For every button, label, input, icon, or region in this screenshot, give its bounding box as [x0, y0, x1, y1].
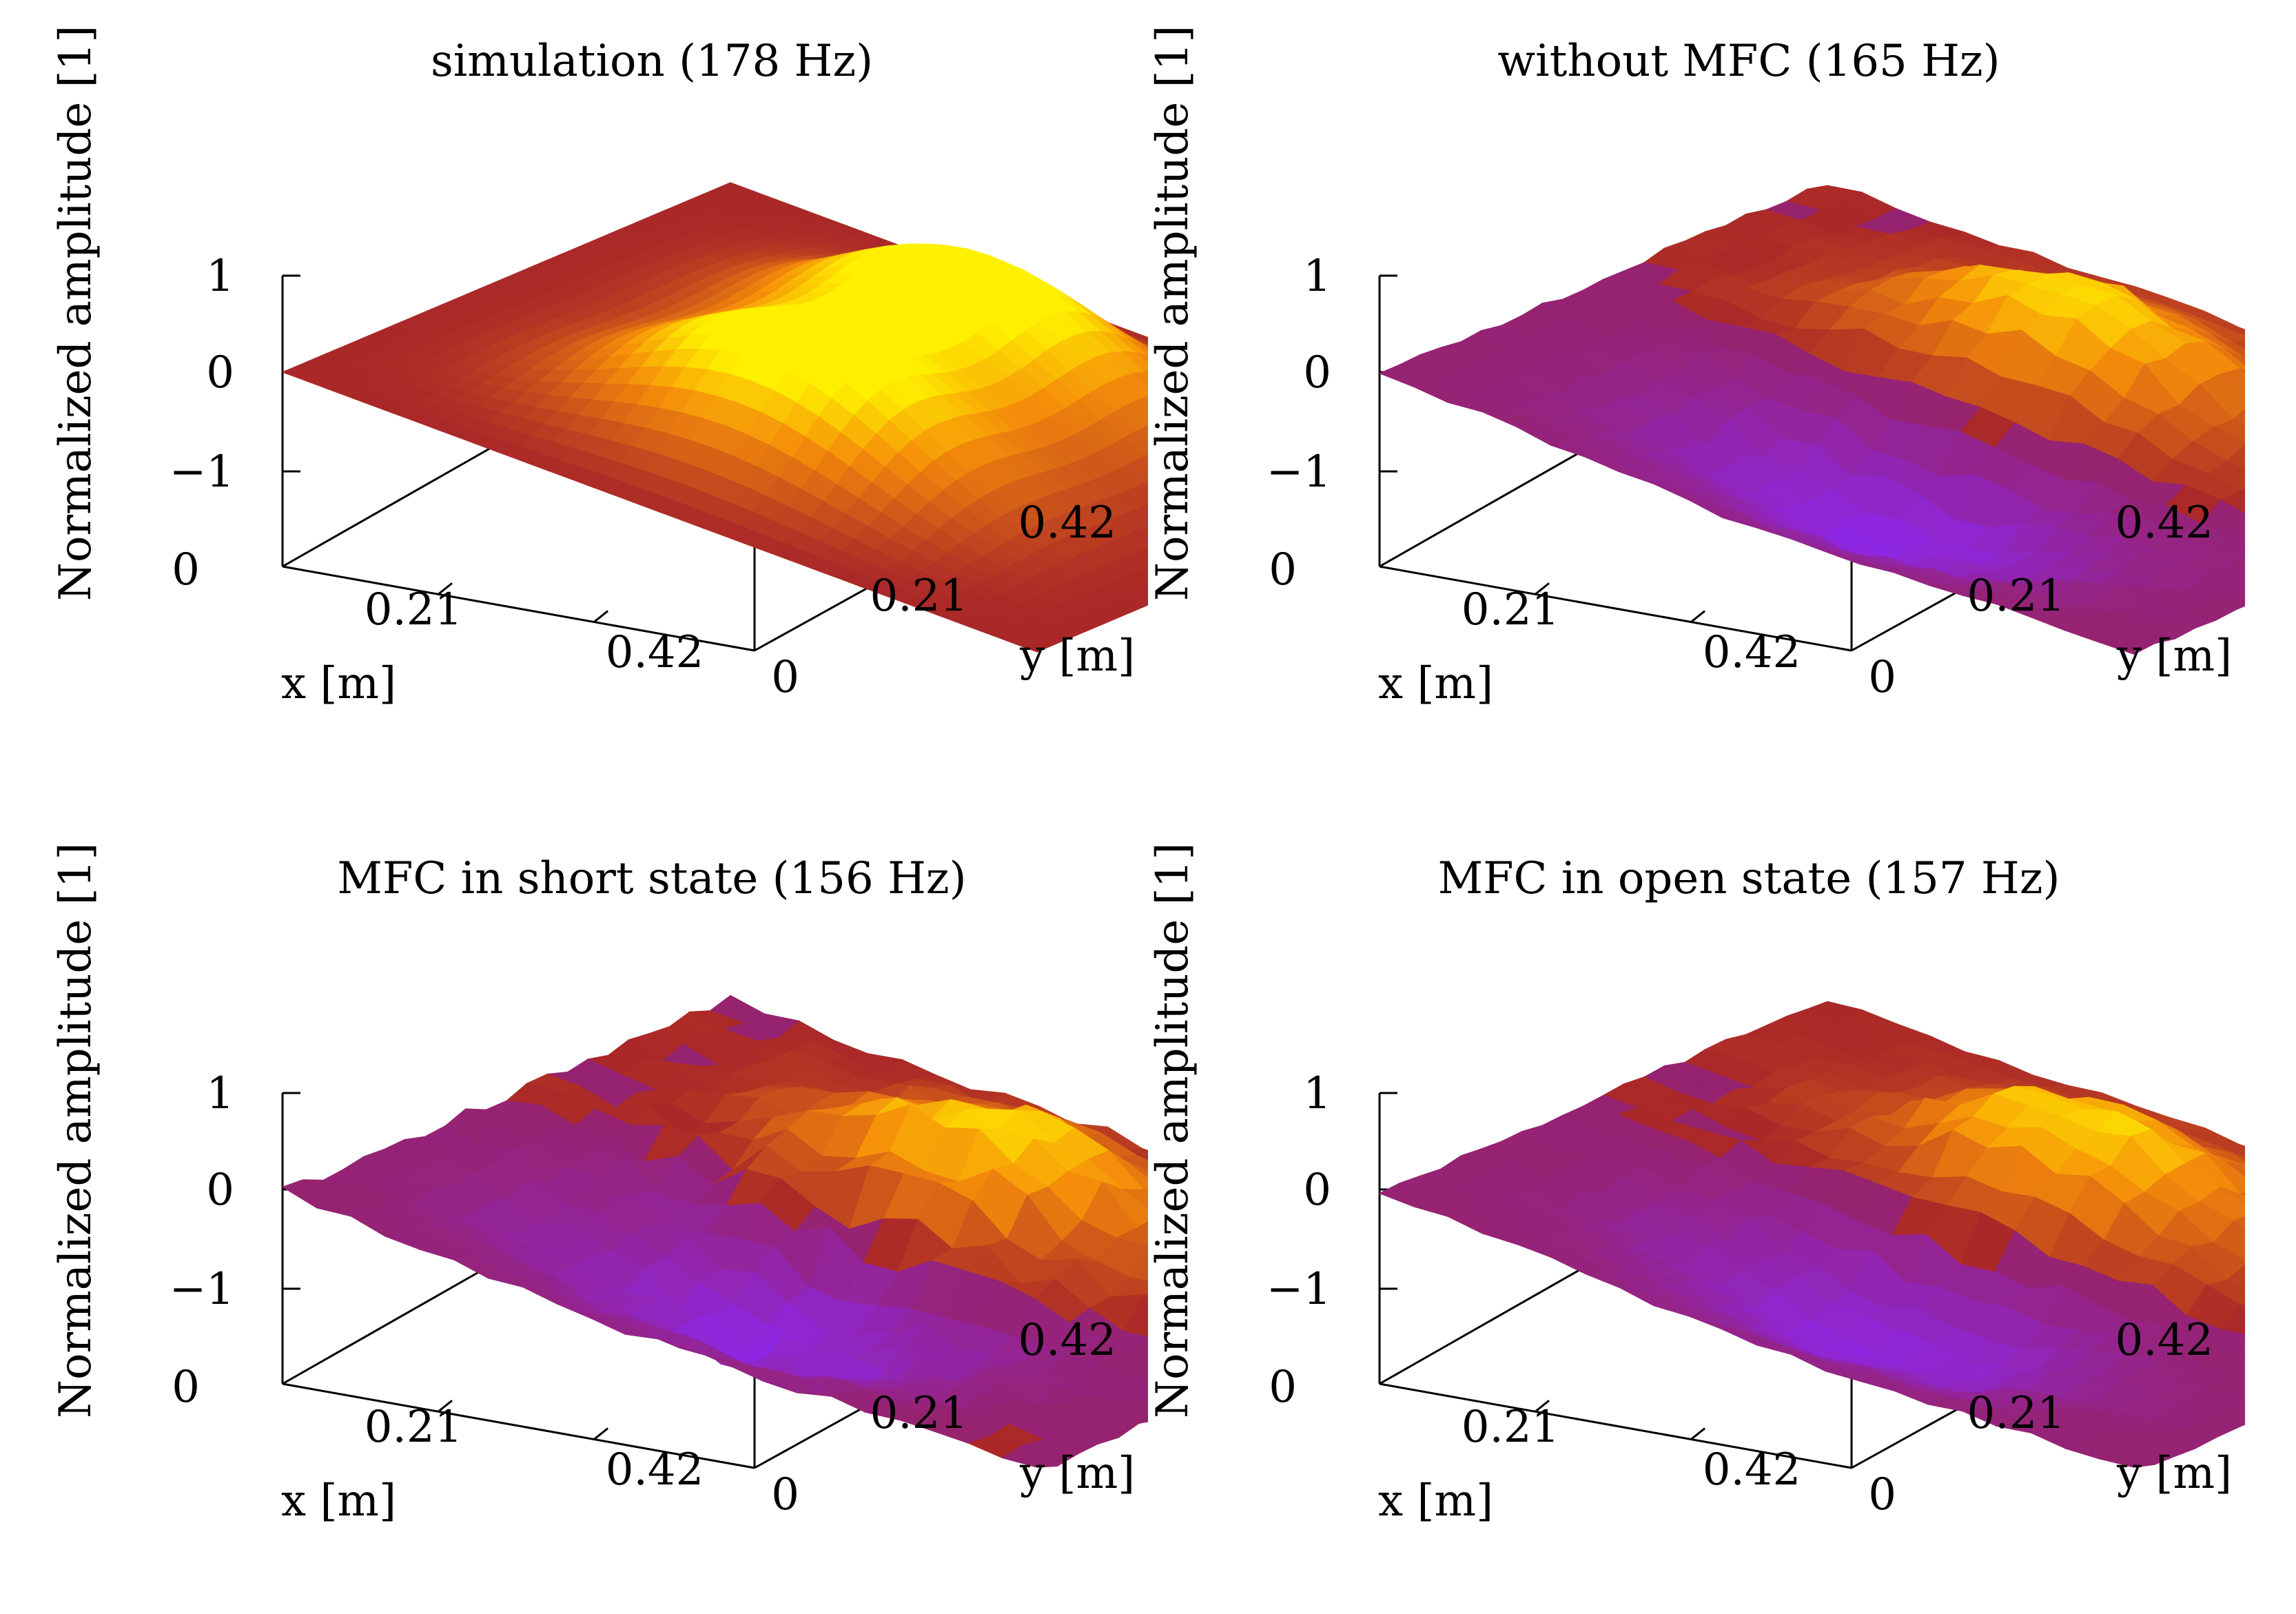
z-tick-label: 0	[206, 1165, 234, 1216]
x-tick-mark	[594, 611, 608, 622]
corner-tick-label: 0	[172, 544, 200, 595]
x-tick-label: 0.42	[606, 1444, 704, 1495]
x-tick-label: 0.21	[1462, 584, 1560, 635]
z-tick-label: 0	[206, 347, 234, 398]
x-tick-label: 0.21	[365, 1402, 463, 1453]
corner-tick-label: 0	[1269, 544, 1297, 595]
surface	[1380, 1001, 2245, 1467]
surface	[283, 183, 1148, 652]
z-tick-label: 1	[1303, 251, 1331, 302]
z-tick-label: 1	[206, 251, 234, 302]
x-tick-label: 0.42	[1703, 627, 1801, 678]
x-tick-mark	[1691, 1429, 1705, 1440]
y-tick-label: 0.42	[2115, 498, 2214, 549]
y-tick-label: 0	[771, 652, 799, 703]
z-tick-label: 0	[1303, 1165, 1331, 1216]
corner-tick-label: 0	[172, 1362, 200, 1413]
chart-panel: simulation (178 Hz)Normalized amplitude …	[0, 0, 1148, 797]
z-tick-label: −1	[1267, 447, 1331, 498]
y-tick-label: 0	[1868, 1469, 1896, 1520]
x-tick-mark	[1691, 611, 1705, 622]
z-tick-label: −1	[1267, 1264, 1331, 1315]
y-tick-label: 0.42	[2115, 1315, 2214, 1366]
y-tick-label: 0.21	[1967, 571, 2066, 622]
chart-panel: without MFC (165 Hz)Normalized amplitude…	[1097, 0, 2245, 797]
z-tick-label: 0	[1303, 347, 1331, 398]
y-tick-label: 0	[1868, 652, 1896, 703]
x-axis-label: x [m]	[1378, 1475, 1493, 1526]
chart-panel: MFC in short state (156 Hz)Normalized am…	[0, 817, 1148, 1614]
x-tick-label: 0.21	[1462, 1402, 1560, 1453]
corner-tick-label: 0	[1269, 1362, 1297, 1413]
surface-plot: 1 0 −1 0 0.21 0.42 0 0.21 0.42	[1097, 817, 2245, 1614]
x-tick-label: 0.21	[365, 584, 463, 635]
surface-plot: 1 0 −1 0 0.21 0.42 0 0.21 0.42	[1097, 0, 2245, 797]
y-tick-label: 0.21	[870, 1388, 969, 1439]
x-tick-label: 0.42	[1703, 1444, 1801, 1495]
surface	[283, 995, 1148, 1467]
z-tick-label: 1	[206, 1068, 234, 1119]
z-tick-label: −1	[170, 447, 234, 498]
z-tick-label: −1	[170, 1264, 234, 1315]
x-tick-mark	[594, 1429, 608, 1440]
z-tick-label: 1	[1303, 1068, 1331, 1119]
y-axis-label: y [m]	[2117, 631, 2232, 682]
x-tick-label: 0.42	[606, 627, 704, 678]
y-tick-label: 0	[771, 1469, 799, 1520]
y-tick-label: 0.21	[1967, 1388, 2066, 1439]
x-axis-label: x [m]	[1378, 658, 1493, 709]
x-axis-label: x [m]	[281, 658, 396, 709]
x-axis-label: x [m]	[281, 1475, 396, 1526]
y-tick-label: 0.21	[870, 571, 969, 622]
chart-panel: MFC in open state (157 Hz)Normalized amp…	[1097, 817, 2245, 1614]
y-axis-label: y [m]	[2117, 1448, 2232, 1499]
